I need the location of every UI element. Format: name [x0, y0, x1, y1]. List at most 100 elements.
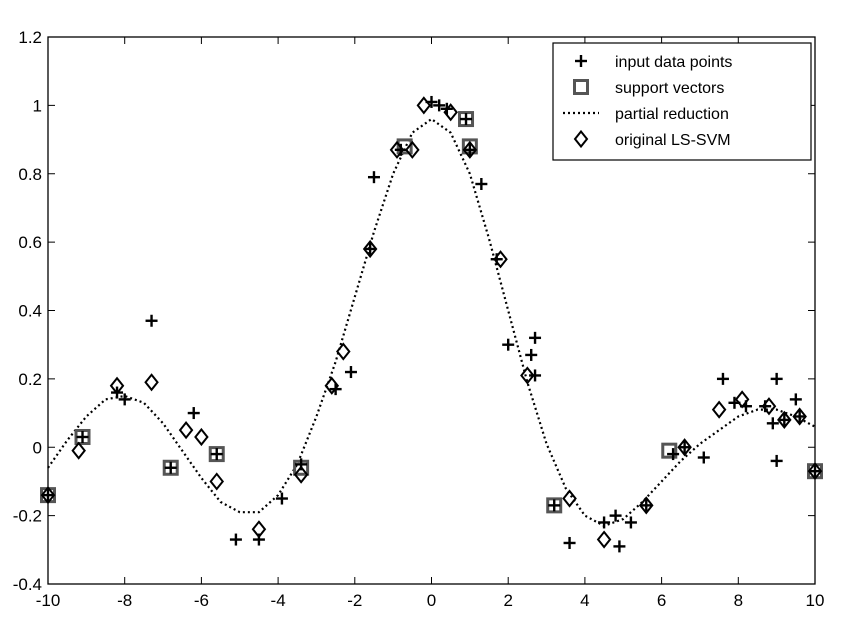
original-ls-svm-point [596, 530, 612, 549]
input-data-point [425, 95, 438, 108]
original-ls-svm-point [40, 486, 56, 505]
x-tick-label: 8 [734, 591, 743, 610]
input-data-point [548, 499, 561, 512]
legend-label: support vectors [615, 80, 724, 97]
x-tick-label: 6 [657, 591, 666, 610]
input-data-point [502, 338, 515, 351]
input-data-point [529, 369, 542, 382]
original-ls-svm-point [194, 427, 209, 447]
input-data-point [111, 386, 124, 399]
x-tick-label: -4 [271, 591, 286, 610]
y-tick-label: 1.2 [18, 28, 42, 47]
input-data-point [609, 509, 622, 522]
original-ls-svm-point [777, 410, 792, 430]
input-data-point [624, 516, 637, 529]
input-data-point [329, 383, 342, 396]
original-ls-svm-point [711, 400, 727, 419]
x-tick-label: -2 [347, 591, 362, 610]
input-data-point [809, 465, 821, 478]
legend-entry: original LS-SVM [573, 129, 731, 149]
original-ls-svm-point [807, 462, 823, 481]
input-data-point [667, 448, 680, 461]
legend-box [552, 42, 812, 161]
input-data-point [525, 348, 538, 361]
x-tick-label: 2 [503, 591, 512, 610]
input-data-point [460, 113, 473, 126]
input-data-point [766, 417, 779, 430]
input-data-point [394, 143, 407, 156]
original-ls-svm-point [405, 140, 420, 159]
y-tick-label: 0.4 [18, 302, 42, 321]
plot-area [40, 95, 823, 553]
input-data-point [529, 331, 542, 344]
input-data-point [475, 178, 488, 191]
legend-entry: partial reduction [563, 106, 729, 123]
partial-reduction-line [47, 117, 816, 528]
x-tick-label: 10 [806, 591, 825, 610]
support-vector [546, 497, 563, 514]
input-data-point [728, 396, 741, 409]
original-ls-svm-point [573, 129, 589, 149]
support-vector [573, 79, 589, 95]
input-data-point [598, 516, 611, 529]
input-data-point [42, 489, 54, 502]
input-data-point [164, 461, 177, 474]
input-data-point [76, 430, 89, 443]
input-data-point [229, 533, 242, 546]
input-data-point [210, 448, 223, 461]
input-data-point [440, 102, 453, 115]
input-data-point [778, 413, 791, 426]
original-ls-svm-point [520, 366, 535, 385]
x-tick-label: -8 [117, 591, 132, 610]
x-tick-label: -6 [194, 591, 209, 610]
y-tick-label: -0.4 [13, 575, 42, 594]
original-ls-svm-point [144, 373, 159, 392]
input-data-point [490, 253, 503, 266]
original-ls-svm-point [462, 140, 478, 159]
input-data-point [187, 407, 200, 420]
original-ls-svm-point [209, 472, 225, 491]
input-data-point [344, 366, 357, 379]
y-tick-label: 0 [33, 438, 42, 457]
original-ls-svm-point [792, 407, 807, 426]
input-data-point [697, 451, 710, 464]
legend-label: input data points [615, 54, 732, 71]
input-data-point [770, 454, 783, 467]
input-data-point [295, 458, 308, 471]
support-vector [458, 111, 475, 128]
y-tick-label: 0.6 [18, 233, 42, 252]
x-tick-label: 0 [427, 591, 436, 610]
legend-entry: support vectors [573, 79, 724, 97]
input-data-point [770, 372, 783, 385]
x-tick-label: 4 [580, 591, 589, 610]
input-data-point [364, 242, 377, 255]
input-data-point [463, 143, 476, 156]
original-ls-svm-point [677, 438, 692, 457]
input-data-point [275, 492, 288, 505]
input-data-point [739, 400, 752, 413]
y-tick-label: 0.2 [18, 370, 42, 389]
original-ls-svm-point [362, 239, 378, 259]
original-ls-svm-point [71, 441, 86, 460]
input-data-point [678, 441, 691, 454]
input-data-point [575, 55, 587, 67]
input-data-point [252, 533, 265, 546]
legend-label: partial reduction [615, 106, 729, 123]
input-data-point [118, 393, 131, 406]
y-tick-label: -0.2 [13, 507, 42, 526]
original-ls-svm-point [562, 489, 577, 508]
support-vector [396, 138, 413, 155]
original-ls-svm-point [293, 465, 309, 484]
original-ls-svm-point [336, 342, 351, 361]
input-data-point [367, 171, 380, 184]
input-data-point [789, 393, 802, 406]
legend-entry: input data points [575, 54, 732, 71]
legend-label: original LS-SVM [615, 132, 731, 149]
x-tick-label: -10 [36, 591, 61, 610]
support-vector [661, 442, 678, 459]
input-data-point [640, 499, 653, 512]
y-tick-label: 1 [33, 96, 42, 115]
input-data-point [145, 314, 158, 327]
support-vector [162, 459, 179, 476]
